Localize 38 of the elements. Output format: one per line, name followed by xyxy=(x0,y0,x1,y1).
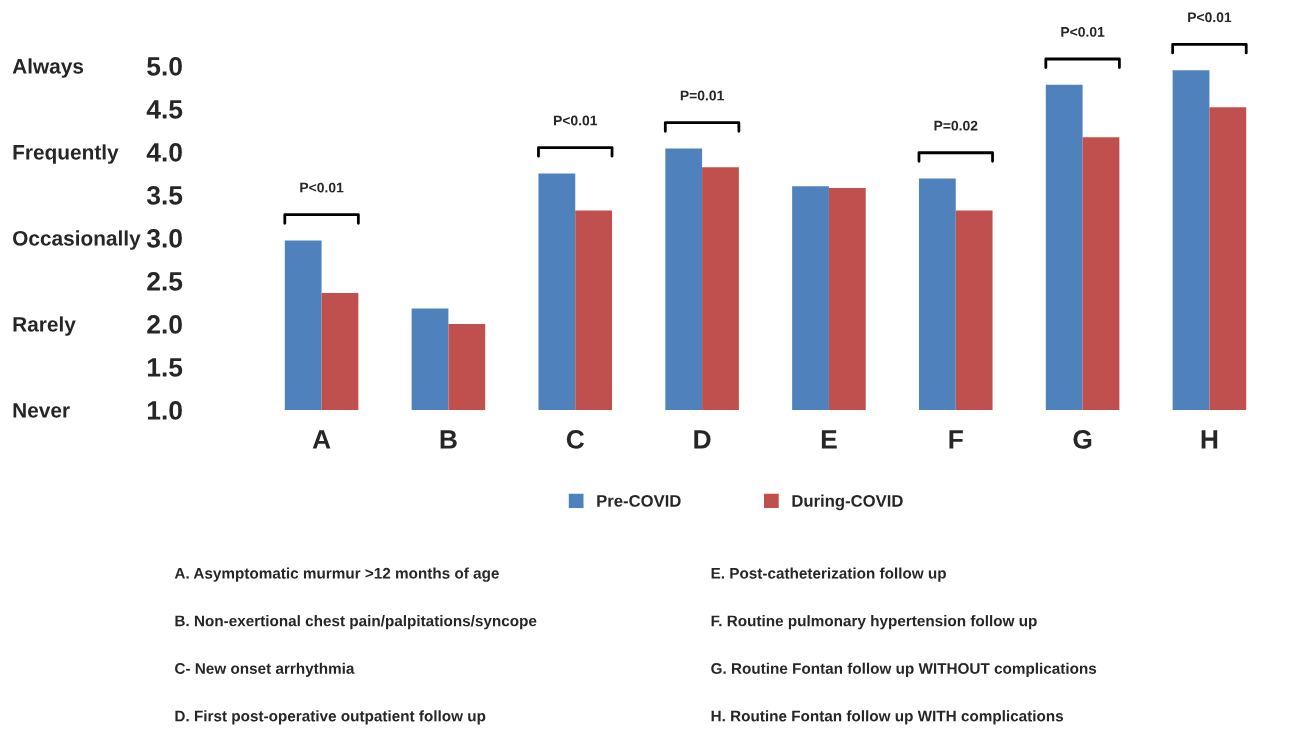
category-label: Always xyxy=(12,58,84,78)
x-tick-label: B xyxy=(440,430,457,449)
text: A. Asymptomatic murmur >12 months of age xyxy=(174,567,499,582)
y-tick-label: 5.0 xyxy=(147,57,182,76)
category-label: Occasionally xyxy=(13,230,141,250)
text: D. First post-operative outpatient follow up xyxy=(175,710,486,725)
category-label: Never xyxy=(13,403,70,418)
x-tick-label: G xyxy=(1073,430,1092,449)
text: E. Post-catheterization follow up xyxy=(711,567,946,582)
y-tick-label: 1.0 xyxy=(147,401,182,420)
category-label: Frequently xyxy=(13,144,119,164)
x-tick-label: A xyxy=(312,430,331,449)
annotation: P=0.01 xyxy=(680,90,724,101)
x-tick-label: H xyxy=(1201,430,1218,449)
x-tick-label: C xyxy=(566,430,585,449)
x-tick-label: D xyxy=(694,430,711,449)
category-label: Rarely xyxy=(13,316,76,336)
y-tick-label: 3.5 xyxy=(146,186,183,205)
y-tick-label: 1.5 xyxy=(147,358,183,377)
text: P<0.01 xyxy=(1188,12,1232,23)
annotation: P=0.02 xyxy=(934,120,978,131)
text: F. Routine pulmonary hypertension follow up xyxy=(711,615,1037,630)
text: B. Non-exertional chest pain/palpitations/syncope xyxy=(175,615,537,630)
y-tick-label: 4.5 xyxy=(146,100,183,119)
text: C- New onset arrhythmia xyxy=(175,662,355,677)
y-tick-label: 3.0 xyxy=(146,229,182,248)
text: H. Routine Fontan follow up WITH complications xyxy=(711,710,1064,725)
x-tick-label: F xyxy=(949,430,963,449)
x-tick-label: E xyxy=(821,430,837,449)
y-tick-label: 4.0 xyxy=(146,143,182,162)
y-tick-label: 2.5 xyxy=(147,272,183,291)
legend-label: During-COVID xyxy=(792,494,903,511)
text: G. Routine Fontan follow up WITHOUT complications xyxy=(711,662,1097,677)
annotation: P<0.01 xyxy=(300,182,344,193)
y-tick-label: 2.0 xyxy=(147,315,182,334)
text: P<0.01 xyxy=(1061,26,1105,37)
legend-label: Pre-COVID xyxy=(597,494,681,507)
annotation: P<0.01 xyxy=(553,115,598,126)
